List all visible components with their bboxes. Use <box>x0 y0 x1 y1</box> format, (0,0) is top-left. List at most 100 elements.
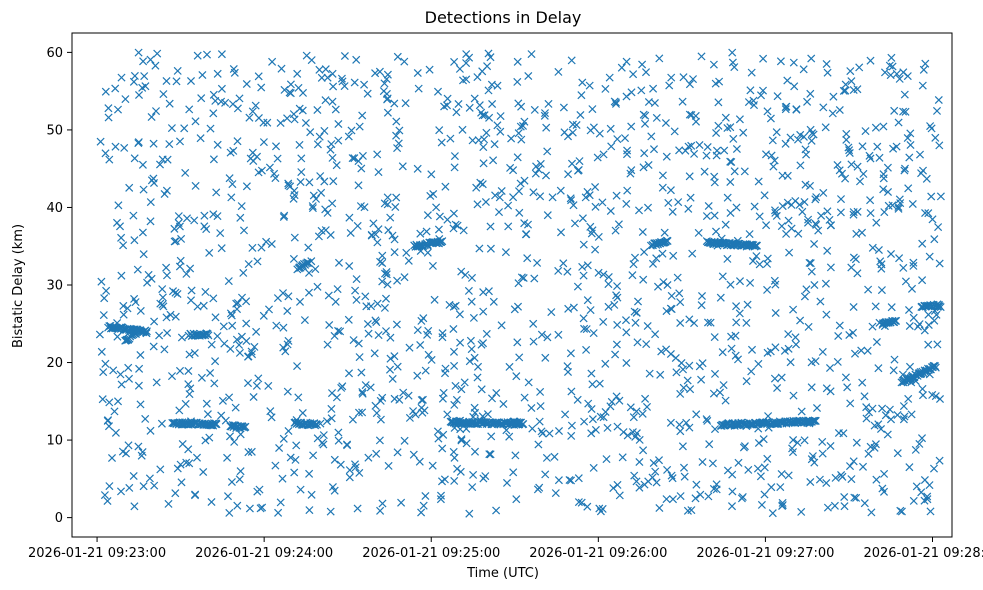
data-point <box>807 383 816 392</box>
data-point <box>632 407 641 416</box>
data-point <box>400 436 409 445</box>
data-point <box>730 167 739 176</box>
data-point <box>155 160 165 169</box>
data-point <box>450 361 459 370</box>
data-point <box>197 94 206 103</box>
data-point <box>150 481 159 490</box>
data-point <box>284 426 293 436</box>
data-point <box>136 350 145 360</box>
data-point <box>656 370 665 379</box>
data-point <box>239 268 248 277</box>
data-point <box>816 297 825 306</box>
data-point <box>237 202 246 211</box>
data-point <box>931 362 940 371</box>
data-point <box>209 109 218 118</box>
data-point <box>381 294 391 303</box>
data-point <box>203 410 212 419</box>
data-point <box>419 314 428 323</box>
data-point <box>139 482 148 491</box>
data-point <box>492 506 501 515</box>
data-point <box>611 99 621 108</box>
data-point <box>328 69 337 78</box>
data-point <box>136 400 145 409</box>
data-point <box>749 96 758 105</box>
data-point <box>753 464 762 473</box>
data-point <box>489 156 498 165</box>
data-point <box>754 359 763 368</box>
data-point <box>586 306 595 315</box>
data-point <box>615 491 624 500</box>
data-point <box>772 128 781 137</box>
data-point <box>727 502 737 511</box>
data-point <box>714 98 723 107</box>
data-point <box>374 168 383 177</box>
data-point <box>416 229 425 238</box>
data-point <box>294 83 303 92</box>
data-point <box>150 317 159 326</box>
data-point <box>543 147 552 156</box>
data-point <box>130 502 139 511</box>
data-point <box>691 494 700 503</box>
data-point <box>643 203 653 212</box>
data-point <box>871 302 880 311</box>
data-point <box>785 248 794 257</box>
data-point <box>654 456 664 465</box>
data-point <box>593 153 602 162</box>
data-point <box>334 436 343 445</box>
data-point <box>345 473 354 482</box>
data-point <box>669 251 678 260</box>
data-point <box>918 276 927 285</box>
data-point <box>481 197 490 207</box>
data-point <box>723 466 732 475</box>
data-point <box>787 200 796 209</box>
data-point <box>385 365 395 374</box>
data-point <box>308 204 317 213</box>
data-point <box>487 394 497 403</box>
data-point <box>146 198 155 207</box>
data-point <box>390 352 399 361</box>
data-point <box>791 333 800 342</box>
data-point <box>791 340 801 349</box>
data-point <box>117 73 126 82</box>
data-point <box>284 336 293 345</box>
data-point <box>594 232 603 241</box>
data-point <box>486 53 495 62</box>
data-point <box>177 333 186 342</box>
data-point <box>905 153 914 162</box>
data-point <box>781 105 790 114</box>
data-point <box>175 406 184 415</box>
data-point <box>238 422 247 431</box>
data-point <box>356 202 365 211</box>
data-point <box>588 226 597 235</box>
data-point <box>566 194 575 203</box>
data-point <box>806 477 815 487</box>
data-point <box>623 186 632 195</box>
data-point <box>352 55 361 64</box>
data-point <box>320 177 329 186</box>
data-point <box>899 415 908 424</box>
data-point <box>781 139 790 148</box>
data-point <box>872 218 881 227</box>
data-point <box>577 91 586 100</box>
data-point <box>858 142 867 151</box>
data-point <box>888 62 897 71</box>
data-point <box>859 169 868 178</box>
data-point <box>438 444 447 453</box>
data-point <box>286 80 295 89</box>
data-point <box>334 136 343 145</box>
data-point <box>833 357 842 366</box>
data-point <box>363 319 372 329</box>
data-point <box>298 408 307 418</box>
data-point <box>587 229 596 238</box>
data-point <box>800 197 809 207</box>
data-point <box>861 127 870 136</box>
data-point <box>613 293 622 302</box>
data-point <box>935 141 944 150</box>
data-point <box>728 58 737 67</box>
data-point <box>886 415 896 424</box>
data-point <box>628 428 637 437</box>
data-point <box>467 297 476 306</box>
data-point <box>587 429 596 438</box>
data-point <box>823 503 832 512</box>
data-point <box>383 108 392 117</box>
